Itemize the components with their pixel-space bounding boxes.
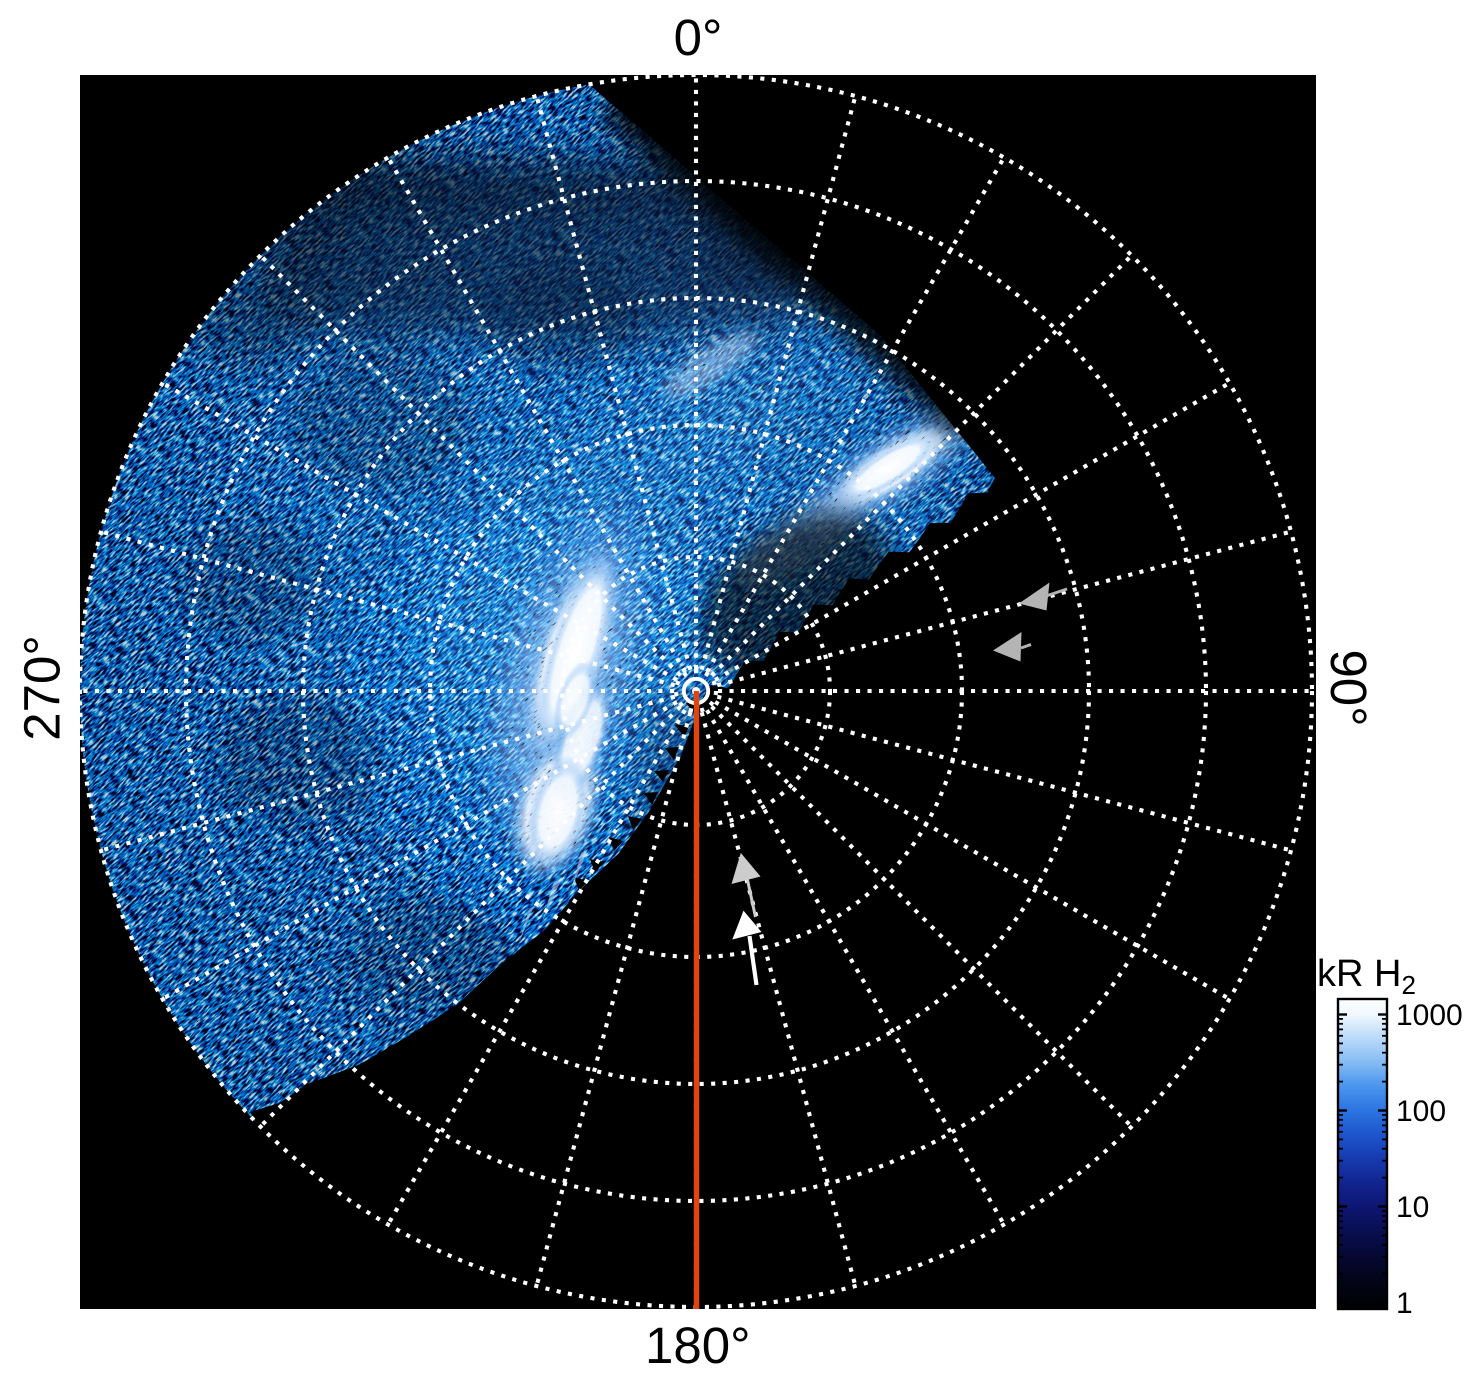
svg-text:0°: 0° bbox=[674, 9, 723, 66]
svg-text:kR H2: kR H2 bbox=[1317, 953, 1416, 1000]
svg-text:90°: 90° bbox=[1320, 649, 1377, 726]
svg-text:180°: 180° bbox=[645, 1317, 751, 1374]
svg-text:10: 10 bbox=[1396, 1191, 1429, 1224]
svg-text:1: 1 bbox=[1396, 1287, 1413, 1320]
svg-text:100: 100 bbox=[1396, 1095, 1446, 1128]
svg-text:1000: 1000 bbox=[1396, 999, 1463, 1032]
svg-text:270°: 270° bbox=[14, 635, 71, 741]
